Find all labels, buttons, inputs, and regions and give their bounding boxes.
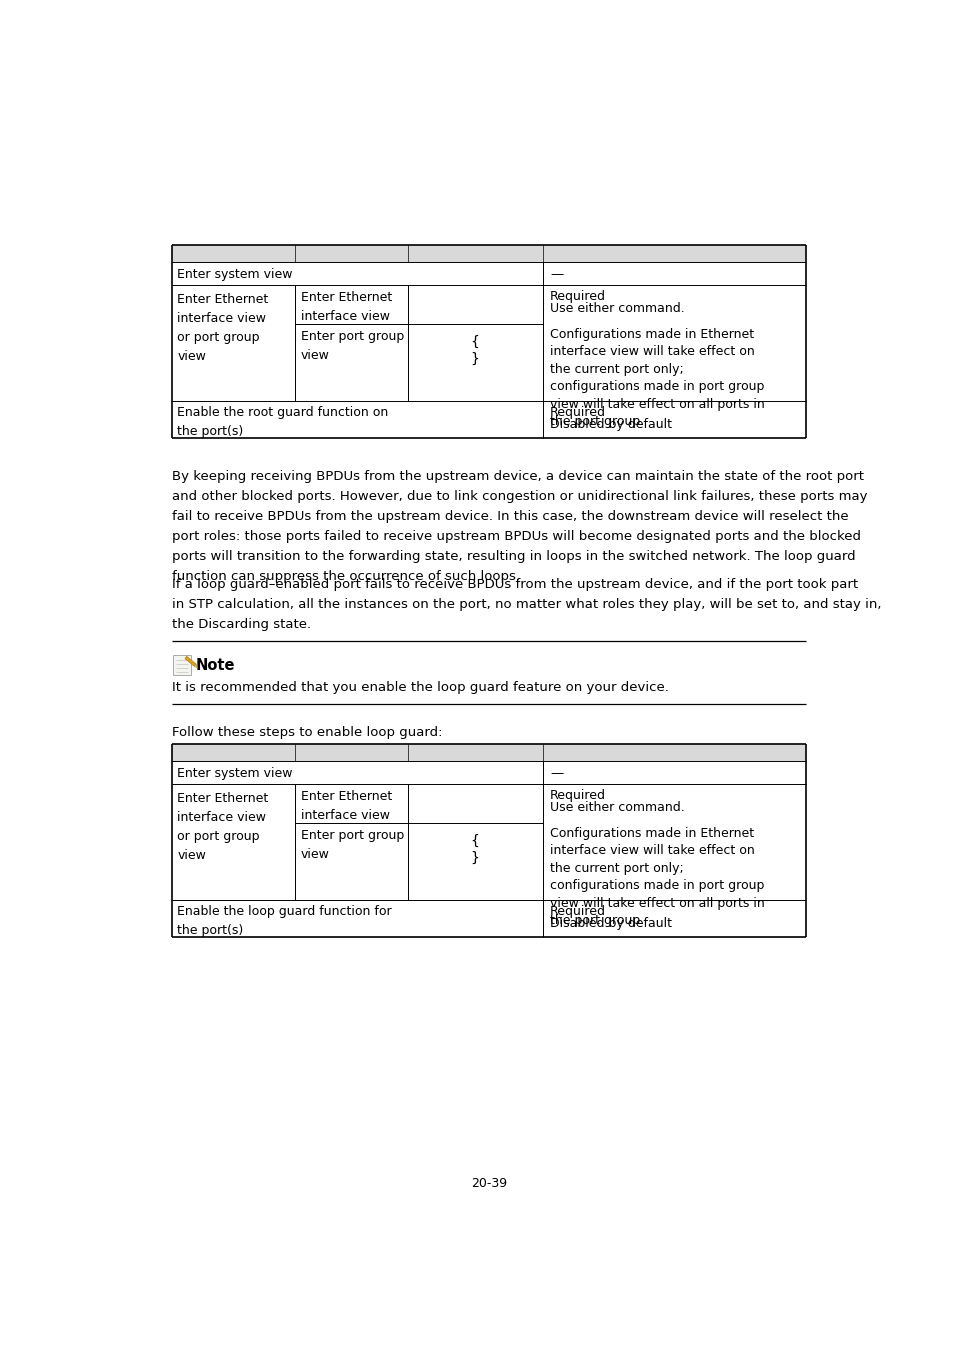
Text: It is recommended that you enable the loop guard feature on your device.: It is recommended that you enable the lo…	[172, 680, 668, 694]
Text: Enter port group
view: Enter port group view	[300, 829, 403, 861]
Text: Enter Ethernet
interface view
or port group
view: Enter Ethernet interface view or port gr…	[177, 792, 269, 861]
Text: {: {	[470, 335, 479, 348]
Text: {: {	[470, 833, 479, 848]
Text: Use either command.: Use either command.	[550, 801, 684, 814]
Text: Follow these steps to enable loop guard:: Follow these steps to enable loop guard:	[172, 726, 442, 738]
Text: Configurations made in Ethernet
interface view will take effect on
the current p: Configurations made in Ethernet interfac…	[550, 826, 764, 927]
Text: Required: Required	[550, 290, 605, 302]
Text: 20-39: 20-39	[471, 1177, 506, 1189]
Polygon shape	[194, 664, 197, 668]
Text: Enter Ethernet
interface view: Enter Ethernet interface view	[300, 292, 392, 324]
Text: Disabled by default: Disabled by default	[550, 918, 672, 930]
Text: Enable the root guard function on
the port(s): Enable the root guard function on the po…	[177, 406, 388, 439]
Text: Enter port group
view: Enter port group view	[300, 329, 403, 362]
Text: If a loop guard–enabled port fails to receive BPDUs from the upstream device, an: If a loop guard–enabled port fails to re…	[172, 578, 881, 630]
Bar	[172, 246, 805, 262]
Text: Required: Required	[550, 406, 605, 418]
Text: Required: Required	[550, 904, 605, 918]
Text: Enable the loop guard function for
the port(s): Enable the loop guard function for the p…	[177, 904, 392, 937]
Polygon shape	[185, 656, 195, 667]
Text: —: —	[550, 767, 563, 780]
Text: }: }	[470, 351, 479, 366]
Text: Enter Ethernet
interface view
or port group
view: Enter Ethernet interface view or port gr…	[177, 293, 269, 363]
Text: Use either command.: Use either command.	[550, 302, 684, 315]
Text: Enter system view: Enter system view	[177, 767, 293, 780]
Text: —: —	[550, 269, 563, 281]
Bar	[173, 655, 191, 675]
Text: Disabled by default: Disabled by default	[550, 418, 672, 432]
Text: Required: Required	[550, 788, 605, 802]
Text: Configurations made in Ethernet
interface view will take effect on
the current p: Configurations made in Ethernet interfac…	[550, 328, 764, 428]
Text: Note: Note	[195, 657, 234, 672]
Text: By keeping receiving BPDUs from the upstream device, a device can maintain the s: By keeping receiving BPDUs from the upst…	[172, 470, 866, 583]
Text: Enter system view: Enter system view	[177, 269, 293, 281]
Text: }: }	[470, 850, 479, 864]
Bar	[172, 744, 805, 761]
Text: Enter Ethernet
interface view: Enter Ethernet interface view	[300, 790, 392, 822]
